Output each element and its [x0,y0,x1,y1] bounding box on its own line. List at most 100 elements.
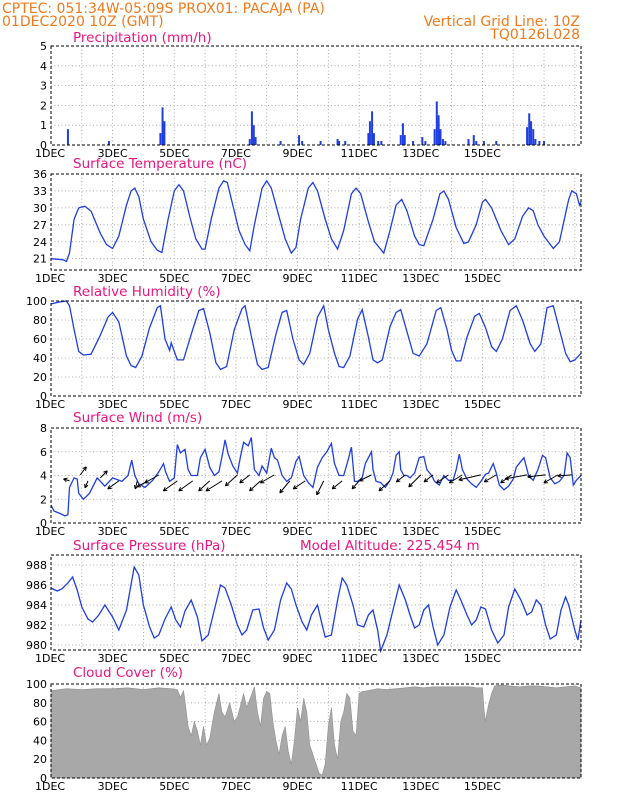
precip-bar [403,135,406,145]
x-tick-label: 9DEC [282,780,312,793]
x-tick-label: 11DEC [341,780,378,793]
x-tick-label: 3DEC [98,525,128,538]
precip-bar [526,127,529,145]
header-start-time: 01DEC2020 10Z (GMT) [2,14,164,30]
panel-frame [50,554,582,651]
wind-vector-head [292,485,298,490]
wind-vector-head [205,487,211,492]
precip-bar [444,141,447,145]
precip-bar [371,111,374,145]
wind-vector [458,474,481,481]
precip-bar [399,135,402,145]
panel-title: Cloud Cover (%) [73,665,183,681]
y-tick-label: 100 [26,295,47,308]
precip-bar [338,141,341,145]
precip-bar [401,123,404,145]
panel-frame [50,45,582,146]
wind-vector-head [351,484,357,490]
y-tick-label: 2 [40,99,47,112]
y-tick-label: 20 [33,753,47,766]
wind-vector [205,480,223,492]
wind-vector [316,480,325,496]
wind-vector-head [136,483,142,488]
wind-vector [449,474,463,484]
precip-bar [248,139,251,145]
y-tick-label: 80 [33,314,47,327]
header-model-code: TQ0126L028 [489,27,580,43]
panel-frame [50,683,582,779]
panel-frame [50,300,582,397]
precip-bar [161,107,164,145]
x-tick-label: 11DEC [341,525,378,538]
precip-bar [534,139,537,145]
y-tick-label: 986 [26,579,47,592]
panel-title: Precipitation (mm/h) [73,30,212,46]
wind-vector [408,474,422,488]
precip-bar [367,133,370,145]
precip-bar [421,137,424,145]
y-tick-label: 4 [40,60,47,73]
precip-bar [437,115,440,145]
y-tick-label: 30 [33,202,47,215]
panel-0: 0 1 2 3 4 5 1DEC 3DEC 5DEC 7DEC 9DEC 11DEC 13DEC 15DE… [35,30,582,160]
wind-vector [134,480,138,489]
x-tick-label: 1DEC [35,272,65,285]
panel-3: 0 2 4 6 8 1DEC 3DEC 5DEC 7DEC 9DEC 11DEC 13DEC 15DEC… [35,410,582,538]
y-tick-label: 3 [40,80,47,93]
wind-vector-head [557,473,562,478]
x-tick-label: 13DEC [402,147,439,160]
wind-vector-head [331,484,337,490]
precip-bar [254,137,257,145]
x-tick-label: 5DEC [159,780,189,793]
precip-bar [467,139,470,145]
y-tick-label: 20 [33,371,47,384]
panel-1: 21 24 27 30 33 36 1DEC 3DEC 5DEC 7DEC 9DEC 11DEC 13D… [33,156,582,285]
wind-vector [79,466,87,476]
x-tick-label: 3DEC [98,398,128,411]
wind-vector [107,480,120,490]
x-tick-label: 15DEC [464,147,501,160]
wind-vector-head [84,483,89,489]
panel-annotation: Model Altitude: 225.454 m [300,538,480,554]
wind-vector [423,474,434,483]
precip-bar [163,121,166,145]
y-tick-label: 0 [40,517,47,530]
wind-vector [527,474,546,478]
wind-vector [279,480,291,494]
x-tick-label: 7DEC [221,780,251,793]
precip-bar [368,121,371,145]
y-tick-label: 0 [40,390,47,403]
x-tick-label: 7DEC [221,652,251,665]
x-tick-label: 11DEC [341,272,378,285]
y-tick-label: 0 [40,139,47,152]
y-tick-label: 984 [26,599,47,612]
x-tick-label: 15DEC [464,398,501,411]
x-tick-label: 5DEC [159,652,189,665]
x-tick-label: 3DEC [98,272,128,285]
wind-vector-head [448,479,454,484]
x-tick-label: 13DEC [402,272,439,285]
x-tick-label: 9DEC [282,147,312,160]
precip-bar [377,141,380,145]
y-tick-label: 0 [40,772,47,785]
x-tick-label: 11DEC [341,652,378,665]
wind-vector-head [395,478,401,483]
precip-bar [107,141,110,145]
y-tick-label: 24 [33,236,47,249]
y-tick-label: 6 [40,446,47,459]
y-tick-label: 40 [33,352,47,365]
precip-bar [441,139,444,145]
x-tick-label: 15DEC [464,780,501,793]
x-tick-label: 7DEC [221,147,251,160]
precip-bar [472,135,475,145]
wind-vector-head [436,479,441,484]
precip-bar [344,141,347,145]
x-tick-label: 1DEC [35,652,65,665]
wind-vector [292,480,306,490]
wind-vector-head [543,479,548,484]
y-tick-label: 27 [33,219,47,232]
wind-vector [249,480,261,492]
wind-vector-head [178,487,183,492]
x-tick-label: 15DEC [464,652,501,665]
x-tick-label: 13DEC [402,398,439,411]
